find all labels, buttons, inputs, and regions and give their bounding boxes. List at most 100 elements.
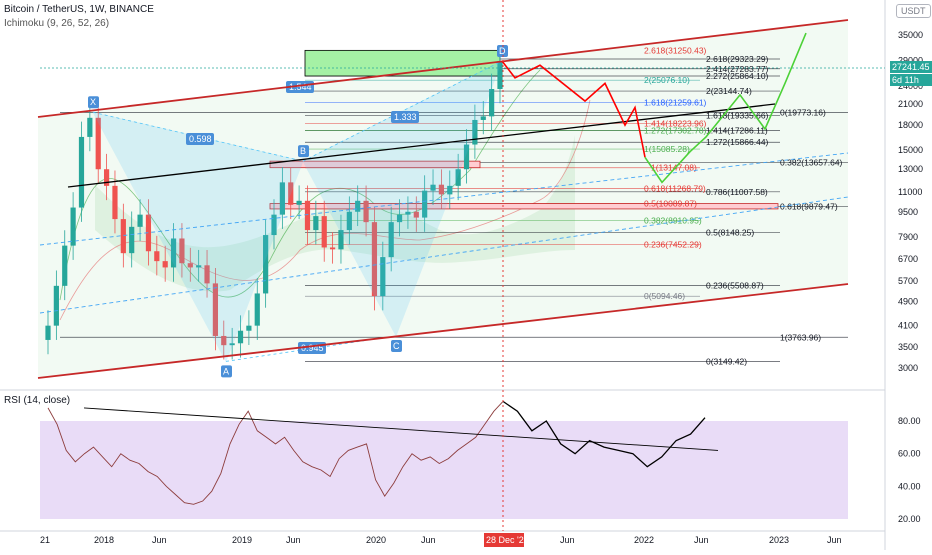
fib-level-label: 1.618(21259.61): [644, 98, 707, 108]
candle-body: [430, 184, 436, 191]
time-tick-label: 2023: [769, 535, 789, 545]
candle-body: [120, 219, 126, 254]
rsi-trendline: [83, 407, 719, 451]
ichimoku-cloud: [95, 135, 575, 292]
ratio-tag-label: 0.598: [189, 134, 212, 144]
last-price-value: 27241.45: [892, 62, 930, 72]
currency-badge-label: USDT: [901, 6, 926, 16]
trend-line-mid: [67, 103, 776, 188]
fib-level-label: 1.414(17286.11): [706, 126, 768, 136]
candle-body: [455, 169, 461, 186]
crosshair-date-box: [484, 533, 524, 547]
fib-level-label: 0.5(10089.87): [644, 199, 697, 209]
currency-badge[interactable]: USDT: [896, 4, 931, 18]
fib-level-label: 0(5094.46): [644, 291, 685, 301]
candle-body: [288, 182, 294, 205]
price-tick-label: 11000: [898, 187, 922, 197]
pattern-bd-line: [302, 60, 503, 162]
fib-level-label: 0.236(7452.29): [644, 240, 702, 250]
fib-level-label: 1(13147.08): [651, 163, 697, 173]
time-tick-label: Jun: [152, 535, 167, 545]
candle-body: [62, 245, 68, 286]
candle-body: [154, 251, 160, 262]
fib-level-label: 1.618(19335.66): [706, 110, 769, 120]
price-tick-label: 3000: [898, 363, 918, 373]
candle-body: [413, 211, 419, 218]
projection-green-path: [644, 32, 807, 184]
ratio-tag-label: 0.945: [301, 343, 324, 353]
candle-body: [380, 257, 386, 297]
candle-body: [78, 136, 85, 208]
resistance-box-top: [269, 160, 481, 169]
candle-body: [103, 169, 110, 186]
candle-body: [254, 293, 260, 326]
candle-body: [162, 261, 168, 268]
fib-level-label: 1.272(17302.78): [644, 125, 707, 135]
rsi-tick-label: 60.00: [898, 449, 921, 459]
time-tick-label: 21: [40, 535, 50, 545]
candle-body: [405, 211, 411, 215]
ratio-tag-box: [391, 111, 419, 123]
candle-body: [388, 222, 394, 258]
candle-body: [204, 265, 210, 284]
trend-line-dashed-lower: [39, 196, 849, 314]
price-tick-label: 9500: [898, 207, 918, 217]
candle-body: [422, 190, 428, 218]
candle-body: [70, 207, 76, 246]
pattern-point-label: B: [300, 146, 306, 156]
candle-body: [179, 238, 185, 264]
ratio-tag-label: 1.333: [394, 112, 417, 122]
fib-level-label: 2.618(31250.43): [644, 45, 707, 55]
pattern-point-label: X: [90, 97, 96, 107]
rsi-projection-line: [502, 400, 706, 468]
candle-body: [137, 214, 143, 227]
time-tick-label: 2018: [94, 535, 114, 545]
time-tick-label: 2019: [232, 535, 252, 545]
candle-body: [212, 283, 219, 336]
time-tick-label: 2020: [366, 535, 386, 545]
pattern-point-marker: [391, 339, 402, 352]
candle-body: [246, 325, 252, 331]
fib-level-label: 0.786(11007.58): [706, 187, 768, 197]
candle-body: [196, 265, 202, 268]
time-tick-label: Jun: [286, 535, 301, 545]
fib-level-label: 1.414(18223.96): [644, 118, 707, 128]
candle-body: [170, 238, 177, 268]
fib-level-label: 0.236(5508.87): [706, 281, 764, 291]
price-tick-label: 13000: [898, 164, 923, 174]
time-tick-label: 28 Dec '20: [486, 535, 529, 545]
candle-body: [346, 211, 352, 231]
price-tick-label: 35000: [898, 30, 923, 40]
ichimoku-span-a: [59, 69, 541, 301]
price-tick-label: 29000: [898, 55, 923, 65]
fib-level-label: 0(19773.16): [780, 107, 826, 117]
candle-body: [355, 200, 361, 212]
pattern-point-label: A: [223, 366, 229, 376]
candle-body: [45, 325, 51, 340]
price-tick-label: 4900: [898, 296, 918, 306]
candle-body: [145, 214, 152, 252]
countdown-tag: 6d 11h: [890, 74, 932, 86]
rsi-line: [47, 401, 504, 505]
candle-body: [296, 200, 302, 205]
candle-body: [438, 184, 445, 195]
price-tick-label: 6700: [898, 254, 918, 264]
ratio-tag-box: [186, 133, 214, 145]
price-tick-label: 7900: [898, 232, 918, 242]
price-tick-label: 5700: [898, 276, 918, 286]
rsi-band: [40, 421, 848, 519]
fib-level-label: 0.618(9879.47): [780, 201, 838, 211]
rsi-tick-label: 20.00: [898, 514, 921, 524]
countdown-value: 6d 11h: [892, 75, 919, 85]
fib-level-label: 1(15085.28): [644, 144, 690, 154]
prz-box-green: [304, 49, 501, 77]
fib-level-label: 1.272(15866.44): [706, 137, 769, 147]
time-tick-label: Jun: [694, 535, 709, 545]
rsi-tick-label: 80.00: [898, 416, 921, 426]
fib-level-label: 0(3149.42): [706, 356, 747, 366]
candle-body: [263, 235, 269, 294]
rsi-tick-label: 40.00: [898, 481, 921, 491]
pattern-point-marker: [298, 145, 309, 158]
symbol-title: Bitcoin / TetherUS, 1W, BINANCE: [4, 4, 154, 15]
